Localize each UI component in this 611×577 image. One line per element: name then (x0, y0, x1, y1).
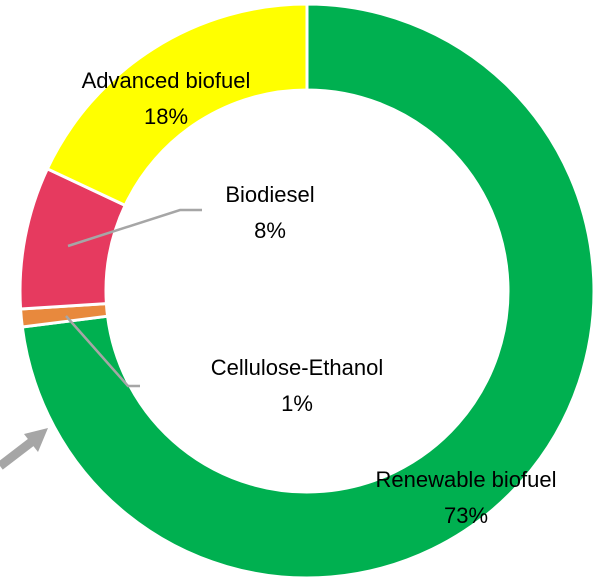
slice-value-label: 18% (144, 104, 188, 129)
arrow-shaft (0, 436, 37, 470)
slice-value-label: 1% (281, 391, 313, 416)
slice-label: Biodiesel (225, 182, 314, 207)
leader-line (67, 208, 202, 248)
slice-label: Advanced biofuel (82, 68, 251, 93)
slice-value-label: 73% (444, 503, 488, 528)
slice-label: Renewable biofuel (375, 467, 556, 492)
donut-slice (20, 2, 596, 577)
arrow-head (24, 428, 48, 452)
slice-value-label: 8% (254, 218, 286, 243)
leader-line (65, 315, 140, 388)
slice-label: Cellulose-Ethanol (211, 355, 383, 380)
donut-slice (45, 2, 309, 208)
